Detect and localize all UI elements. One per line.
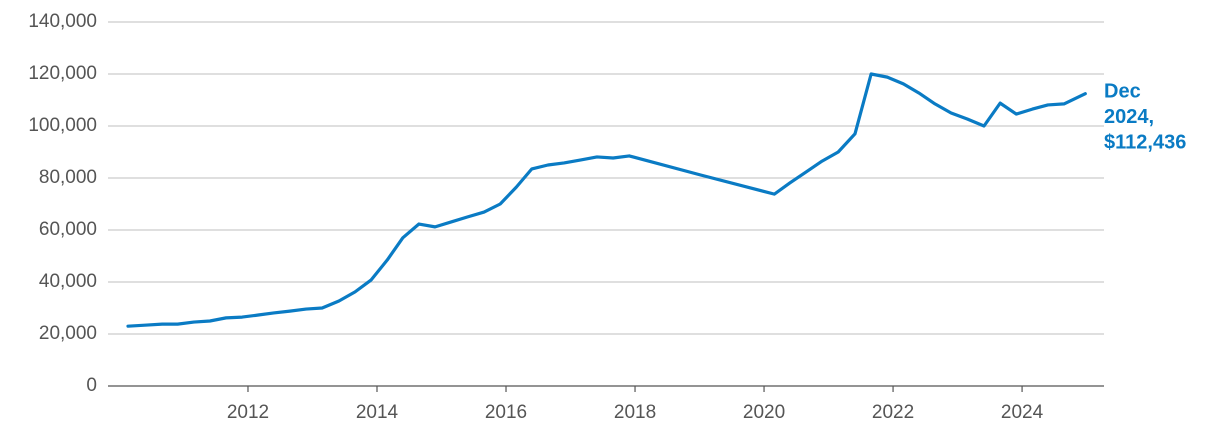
y-tick-label: 80,000 (39, 167, 97, 188)
x-tick-label: 2018 (614, 402, 656, 423)
annotation: $112,436 (1104, 131, 1186, 153)
y-tick-label: 0 (86, 375, 97, 396)
annotation: Dec (1104, 80, 1141, 102)
x-tick-label: 2012 (227, 402, 269, 423)
x-tick-label: 2014 (356, 402, 399, 423)
annotation: 2024, (1104, 106, 1154, 128)
data-line (126, 72, 1087, 328)
x-tick-label: 2016 (485, 402, 527, 423)
x-tick-label: 2020 (743, 402, 785, 423)
y-tick-label: 140,000 (28, 11, 97, 32)
x-tick-label: 2022 (872, 402, 914, 423)
y-tick-label: 120,000 (28, 63, 97, 84)
y-tick-label: 20,000 (39, 323, 97, 344)
x-tick-label: 2024 (1001, 402, 1044, 423)
y-tick-label: 60,000 (39, 219, 97, 240)
y-tick-label: 40,000 (39, 271, 97, 292)
y-tick-label: 100,000 (28, 115, 97, 136)
